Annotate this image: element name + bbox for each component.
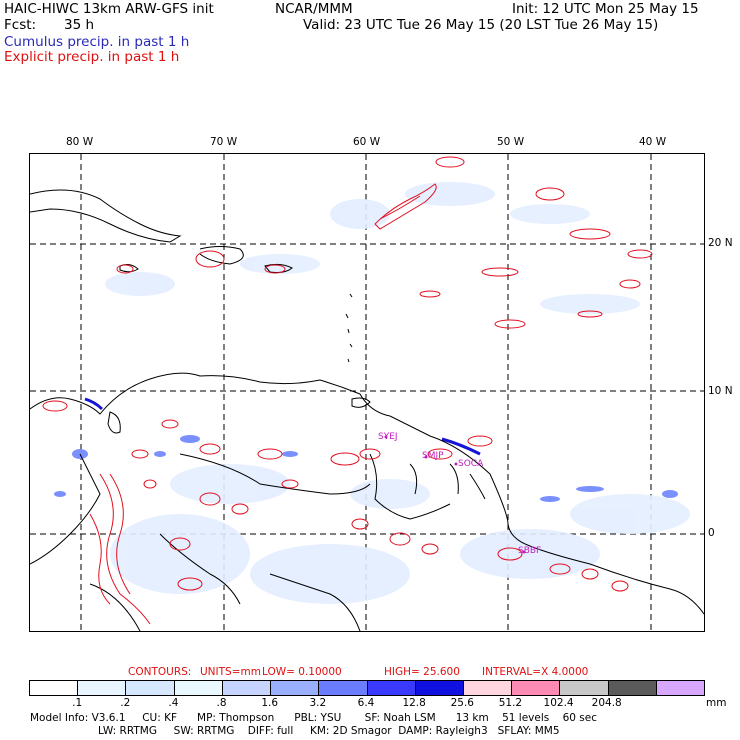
station-sbbf: SBBF [518,546,542,556]
station-syej: SYEJ [378,432,398,442]
colorbar-cell [271,681,320,695]
lon-label-40w: 40 W [639,136,667,148]
lat-label-20n: 20 N [708,237,733,249]
colorbar-tick-label: 12.8 [402,697,426,709]
contours-interval: INTERVAL=X 4.0000 [482,666,589,678]
colorbar-tick-label: 102.4 [543,697,574,709]
lon-label-60w: 60 W [353,136,381,148]
forecast-hour: 35 h [64,17,95,33]
map-canvas [30,154,704,631]
lat-label-10n: 10 N [708,385,733,397]
precipitation-map [29,153,705,632]
explicit-legend: Explicit precip. in past 1 h [4,49,180,65]
explicit-precip-contours [42,156,653,625]
init-time: Init: 12 UTC Mon 25 May 15 [512,1,699,17]
model-info-line2: LW: RRTMG SW: RRTMG DIFF: full KM: 2D Sm… [98,725,560,737]
colorbar-cell [367,681,416,695]
contours-low: LOW= 0.10000 [262,666,342,678]
station-markers [384,435,526,554]
colorbar-tick-label: .1 [72,697,83,709]
colorbar-tick-label: 1.6 [261,697,279,709]
colorbar-cell [512,681,561,695]
colorbar-tick-label: 51.2 [498,697,523,709]
lon-label-80w: 80 W [66,136,94,148]
lon-label-70w: 70 W [210,136,238,148]
colorbar-cell [126,681,175,695]
station-soca: SOCA [458,459,484,469]
colorbar-tick-label: .8 [216,697,227,709]
colorbar-cell [656,681,705,695]
lat-label-0: 0 [708,527,715,539]
colorbar-tick-label: 204.8 [591,697,622,709]
contours-units: UNITS=mm [200,666,261,678]
contours-label: CONTOURS: [128,666,192,678]
colorbar-cell [78,681,127,695]
model-info-line1: Model Info: V3.6.1 CU: KF MP: Thompson P… [30,712,597,724]
colorbar-tick-label: 6.4 [357,697,375,709]
model-title: HAIC-HIWC 13km ARW-GFS init [4,1,214,17]
colorbar-cell [463,681,513,695]
coastlines [30,189,704,631]
cumulus-legend: Cumulus precip. in past 1 h [4,34,190,50]
org-label: NCAR/MMM [275,1,353,17]
colorbar-cell [30,681,79,695]
colorbar-cell [222,681,272,695]
colorbar-tick-label: .2 [120,697,131,709]
cumulus-band-west [84,397,104,411]
forecast-label: Fcst: [4,17,37,33]
colorbar-tick-label: .4 [168,697,179,709]
contours-high: HIGH= 25.600 [384,666,460,678]
colorbar-unit: mm [706,697,727,709]
valid-time: Valid: 23 UTC Tue 26 May 15 (20 LST Tue … [303,17,659,33]
cumulus-light-fields [105,182,690,604]
station-smjp: SMJP [422,451,444,461]
colorbar-tick-label: 3.2 [309,697,327,709]
colorbar-tick-label: 25.6 [450,697,474,709]
colorbar-cell [319,681,368,695]
colorbar-cell [174,681,223,695]
colorbar-cell [560,681,609,695]
lon-label-50w: 50 W [497,136,525,148]
cumulus-band [441,437,481,456]
colorbar-cell [415,681,464,695]
colorbar [29,680,705,696]
colorbar-cell [608,681,657,695]
